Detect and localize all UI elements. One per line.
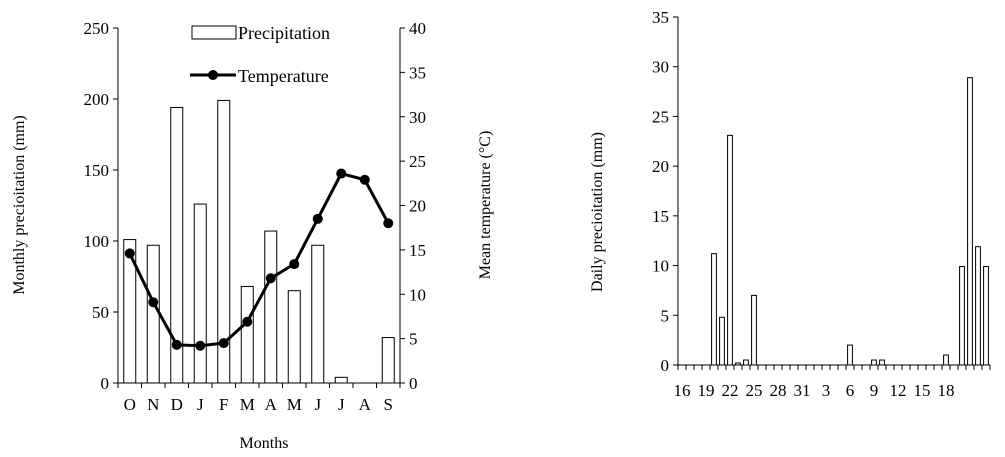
x-tick-label: M (240, 395, 255, 414)
x-axis-label: Months (240, 435, 289, 452)
left-y-tick-label: 250 (84, 19, 110, 38)
right-y-tick-label: 10 (409, 285, 426, 304)
temperature-point (195, 340, 206, 351)
daily-x-tick-label: 9 (870, 381, 879, 400)
legend-temperature-marker (208, 70, 218, 80)
precipitation-bar (334, 376, 348, 384)
daily-precipitation-bar (975, 246, 981, 366)
daily-x-tick-label: 12 (890, 381, 907, 400)
daily-precipitation-bar (943, 354, 949, 366)
daily-y-tick-label: 5 (661, 306, 670, 325)
right-y-tick-label: 40 (409, 19, 426, 38)
daily-y-tick-label: 35 (652, 8, 669, 27)
daily-x-tick-label: 6 (846, 381, 855, 400)
x-tick-label: A (359, 395, 372, 414)
left-y-tick-label: 50 (92, 303, 109, 322)
temperature-point (383, 218, 394, 229)
temperature-point (359, 174, 370, 185)
precipitation-bar (311, 244, 325, 384)
daily-x-tick-label: 22 (722, 381, 739, 400)
legend-precipitation-swatch (191, 25, 237, 40)
right-y-tick-label: 20 (409, 197, 426, 216)
daily-x-tick-label: 25 (746, 381, 763, 400)
precipitation-bar (240, 285, 254, 384)
daily-precipitation-bar (847, 344, 853, 366)
precipitation-bar (146, 244, 160, 384)
temperature-line (124, 168, 394, 351)
precipitation-bar (193, 203, 207, 384)
right-y-tick-label: 15 (409, 241, 426, 260)
precipitation-bar (381, 337, 395, 384)
daily-precipitation-bar (743, 359, 749, 366)
right-y-axis-label: Mean temperature (°C) (477, 131, 494, 280)
x-tick-label: J (338, 395, 345, 414)
daily-precipitation-bar (727, 134, 733, 366)
left-y-tick-label: 200 (84, 90, 110, 109)
precipitation-bar (264, 230, 278, 384)
temperature-point (218, 338, 229, 349)
daily-y-tick-label: 30 (652, 58, 669, 77)
x-tick-label: A (265, 395, 278, 414)
daily-precipitation-bar (751, 294, 757, 366)
right-y-tick-label: 35 (409, 63, 426, 82)
daily-x-tick-label: 16 (674, 381, 691, 400)
x-tick-label: F (219, 395, 228, 414)
temperature-point (124, 248, 135, 259)
x-tick-label: M (287, 395, 302, 414)
daily-precipitation-bar (967, 77, 973, 366)
daily-y-tick-label: 25 (652, 107, 669, 126)
x-tick-label: J (197, 395, 204, 414)
left-y-tick-label: 150 (84, 161, 110, 180)
legend-temperature-label: Temperature (238, 66, 329, 86)
daily-y-tick-label: 10 (652, 257, 669, 276)
daily-x-tick-label: 3 (822, 381, 831, 400)
daily-x-tick-label: 31 (794, 381, 811, 400)
temperature-point (171, 339, 182, 350)
left-y-tick-label: 100 (84, 232, 110, 251)
daily-y-axis-label: Daily precioitation (mm) (589, 132, 606, 292)
daily-x-tick-label: 18 (938, 381, 955, 400)
right-y-tick-label: 5 (409, 330, 418, 349)
legend-precipitation-label: Precipitation (238, 23, 330, 43)
temperature-point (289, 259, 300, 270)
precipitation-bars (123, 99, 395, 384)
daily-precipitation-bar (879, 359, 885, 366)
daily-x-tick-label: 15 (914, 381, 931, 400)
x-tick-label: D (171, 395, 183, 414)
daily-precipitation-bars (711, 77, 989, 366)
temperature-point (148, 297, 159, 308)
x-tick-label: J (314, 395, 321, 414)
legend: Precipitation Temperature (190, 23, 330, 86)
right-y-tick-label: 25 (409, 152, 426, 171)
daily-precipitation-bar (983, 266, 989, 366)
daily-precipitation-bar (959, 266, 965, 366)
daily-precipitation-bar (719, 316, 725, 366)
precipitation-bar (287, 290, 301, 384)
daily-chart-axes: 0 5 10 15 20 25 30 35 16 19 22 25 28 31 3 6 9 12 15 18 (652, 8, 991, 400)
x-tick-label: S (384, 395, 393, 414)
right-y-tick-label: 0 (409, 374, 418, 393)
daily-x-tick-label: 19 (698, 381, 715, 400)
temperature-point (265, 273, 276, 284)
daily-precipitation-bar (871, 359, 877, 366)
temperature-point (312, 213, 323, 224)
x-tick-label: N (147, 395, 159, 414)
left-y-axis-label: Monthly precioitation (mm) (11, 115, 28, 295)
daily-precipitation-chart: 0 5 10 15 20 25 30 35 16 19 22 25 28 31 3 6 9 12 15 18 Dail… (589, 8, 991, 400)
temperature-point (336, 168, 347, 179)
daily-y-tick-label: 15 (652, 207, 669, 226)
left-y-tick-label: 0 (101, 374, 110, 393)
daily-y-tick-label: 0 (661, 356, 670, 375)
daily-y-tick-label: 20 (652, 157, 669, 176)
right-y-tick-label: 30 (409, 108, 426, 127)
x-tick-label: O (124, 395, 136, 414)
daily-x-tick-label: 28 (770, 381, 787, 400)
daily-precipitation-bar (711, 253, 717, 366)
temperature-point (242, 316, 253, 327)
temperature-polyline (128, 171, 390, 348)
